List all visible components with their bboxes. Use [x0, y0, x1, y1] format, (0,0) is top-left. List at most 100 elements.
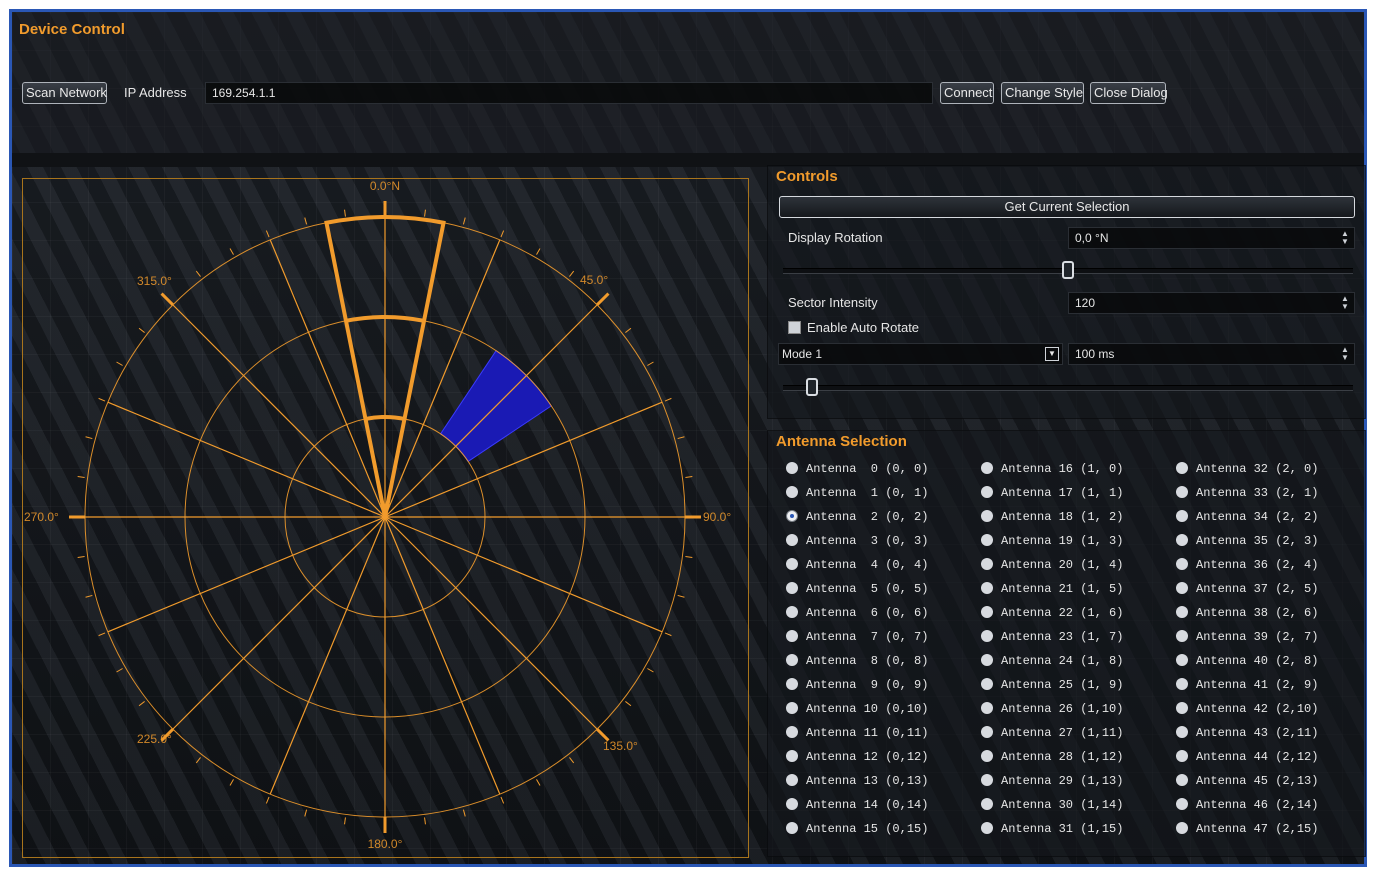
radio-button[interactable]	[1176, 629, 1188, 642]
radio-button[interactable]	[981, 485, 993, 498]
antenna-radio-39[interactable]: Antenna 39 (2, 7)	[1176, 627, 1318, 647]
radio-button[interactable]	[1176, 821, 1188, 834]
radio-button[interactable]	[786, 821, 798, 834]
radio-button[interactable]	[981, 653, 993, 666]
radio-button[interactable]	[786, 629, 798, 642]
antenna-radio-35[interactable]: Antenna 35 (2, 3)	[1176, 531, 1318, 551]
spin-arrows-icon[interactable]: ▲ ▼	[1341, 294, 1349, 311]
antenna-radio-19[interactable]: Antenna 19 (1, 3)	[981, 531, 1123, 551]
radio-button[interactable]	[981, 797, 993, 810]
connect-button[interactable]: Connect	[940, 82, 994, 104]
radio-button[interactable]	[786, 725, 798, 738]
antenna-radio-6[interactable]: Antenna 6 (0, 6)	[786, 603, 928, 623]
scan-network-button[interactable]: Scan Network	[22, 82, 107, 104]
antenna-radio-2[interactable]: Antenna 2 (0, 2)	[786, 507, 928, 527]
antenna-radio-33[interactable]: Antenna 33 (2, 1)	[1176, 483, 1318, 503]
auto-rotate-checkbox[interactable]	[788, 321, 801, 334]
radio-button[interactable]	[1176, 701, 1188, 714]
radio-button[interactable]	[786, 581, 798, 594]
antenna-radio-46[interactable]: Antenna 46 (2,14)	[1176, 795, 1318, 815]
interval-slider-track[interactable]	[783, 385, 1353, 391]
radio-button[interactable]	[1176, 485, 1188, 498]
radio-button[interactable]	[1176, 581, 1188, 594]
radio-button[interactable]	[786, 605, 798, 618]
antenna-radio-32[interactable]: Antenna 32 (2, 0)	[1176, 459, 1318, 479]
antenna-radio-20[interactable]: Antenna 20 (1, 4)	[981, 555, 1123, 575]
antenna-radio-16[interactable]: Antenna 16 (1, 0)	[981, 459, 1123, 479]
radio-button[interactable]	[981, 821, 993, 834]
radio-button[interactable]	[981, 725, 993, 738]
interval-input[interactable]: 100 ms ▲ ▼	[1068, 343, 1355, 365]
radar-display[interactable]: 0.0°N 45.0° 90.0° 135.0° 180.0° 225.0° 270.0° 3…	[22, 178, 749, 858]
radio-button[interactable]	[1176, 725, 1188, 738]
radio-button[interactable]	[1176, 797, 1188, 810]
antenna-radio-23[interactable]: Antenna 23 (1, 7)	[981, 627, 1123, 647]
antenna-radio-7[interactable]: Antenna 7 (0, 7)	[786, 627, 928, 647]
radio-button[interactable]	[1176, 773, 1188, 786]
radio-button[interactable]	[1176, 533, 1188, 546]
change-style-button[interactable]: Change Style	[1001, 82, 1084, 104]
radio-button[interactable]	[1176, 749, 1188, 762]
antenna-radio-31[interactable]: Antenna 31 (1,15)	[981, 819, 1123, 839]
radio-button[interactable]	[981, 701, 993, 714]
antenna-radio-24[interactable]: Antenna 24 (1, 8)	[981, 651, 1123, 671]
antenna-radio-41[interactable]: Antenna 41 (2, 9)	[1176, 675, 1318, 695]
interval-slider-handle[interactable]	[805, 378, 818, 396]
antenna-radio-44[interactable]: Antenna 44 (2,12)	[1176, 747, 1318, 767]
radio-button[interactable]	[981, 605, 993, 618]
antenna-radio-3[interactable]: Antenna 3 (0, 3)	[786, 531, 928, 551]
close-dialog-button[interactable]: Close Dialog	[1090, 82, 1168, 104]
antenna-radio-11[interactable]: Antenna 11 (0,11)	[786, 723, 928, 743]
antenna-radio-0[interactable]: Antenna 0 (0, 0)	[786, 459, 928, 479]
sector-intensity-input[interactable]: 120 ▲ ▼	[1068, 292, 1355, 314]
antenna-radio-45[interactable]: Antenna 45 (2,13)	[1176, 771, 1318, 791]
antenna-radio-9[interactable]: Antenna 9 (0, 9)	[786, 675, 928, 695]
radio-button[interactable]	[786, 677, 798, 690]
display-rotation-input[interactable]: 0,0 °N ▲ ▼	[1068, 227, 1355, 249]
antenna-radio-18[interactable]: Antenna 18 (1, 2)	[981, 507, 1123, 527]
antenna-radio-28[interactable]: Antenna 28 (1,12)	[981, 747, 1123, 767]
radio-button[interactable]	[786, 509, 798, 522]
antenna-radio-22[interactable]: Antenna 22 (1, 6)	[981, 603, 1123, 623]
spin-arrows-icon[interactable]: ▲ ▼	[1341, 345, 1349, 362]
radio-button[interactable]	[786, 701, 798, 714]
radio-button[interactable]	[786, 533, 798, 546]
radio-button[interactable]	[981, 773, 993, 786]
radar-panel[interactable]	[22, 178, 749, 858]
radio-button[interactable]	[1176, 461, 1188, 474]
antenna-radio-26[interactable]: Antenna 26 (1,10)	[981, 699, 1123, 719]
radio-button[interactable]	[981, 557, 993, 570]
antenna-radio-37[interactable]: Antenna 37 (2, 5)	[1176, 579, 1318, 599]
radio-button[interactable]	[981, 533, 993, 546]
radio-button[interactable]	[1176, 557, 1188, 570]
spin-arrows-icon[interactable]: ▲ ▼	[1341, 229, 1349, 246]
antenna-radio-8[interactable]: Antenna 8 (0, 8)	[786, 651, 928, 671]
display-rotation-slider-handle[interactable]	[1062, 261, 1074, 279]
radio-button[interactable]	[981, 749, 993, 762]
antenna-radio-47[interactable]: Antenna 47 (2,15)	[1176, 819, 1318, 839]
radio-button[interactable]	[1176, 605, 1188, 618]
radio-button[interactable]	[786, 749, 798, 762]
chevron-down-icon[interactable]: ▼	[1045, 347, 1059, 361]
mode-select[interactable]: Mode 1 ▼	[778, 343, 1063, 365]
radio-button[interactable]	[981, 629, 993, 642]
antenna-radio-4[interactable]: Antenna 4 (0, 4)	[786, 555, 928, 575]
radio-button[interactable]	[786, 653, 798, 666]
antenna-radio-30[interactable]: Antenna 30 (1,14)	[981, 795, 1123, 815]
ip-address-input[interactable]: 169.254.1.1	[205, 82, 933, 104]
antenna-radio-21[interactable]: Antenna 21 (1, 5)	[981, 579, 1123, 599]
antenna-radio-43[interactable]: Antenna 43 (2,11)	[1176, 723, 1318, 743]
antenna-radio-15[interactable]: Antenna 15 (0,15)	[786, 819, 928, 839]
radio-button[interactable]	[1176, 653, 1188, 666]
radio-button[interactable]	[786, 773, 798, 786]
radio-button[interactable]	[981, 461, 993, 474]
radio-button[interactable]	[786, 461, 798, 474]
antenna-radio-1[interactable]: Antenna 1 (0, 1)	[786, 483, 928, 503]
antenna-radio-40[interactable]: Antenna 40 (2, 8)	[1176, 651, 1318, 671]
antenna-radio-34[interactable]: Antenna 34 (2, 2)	[1176, 507, 1318, 527]
radio-button[interactable]	[1176, 509, 1188, 522]
radio-button[interactable]	[1176, 677, 1188, 690]
radio-button[interactable]	[786, 485, 798, 498]
radio-button[interactable]	[786, 557, 798, 570]
antenna-radio-14[interactable]: Antenna 14 (0,14)	[786, 795, 928, 815]
